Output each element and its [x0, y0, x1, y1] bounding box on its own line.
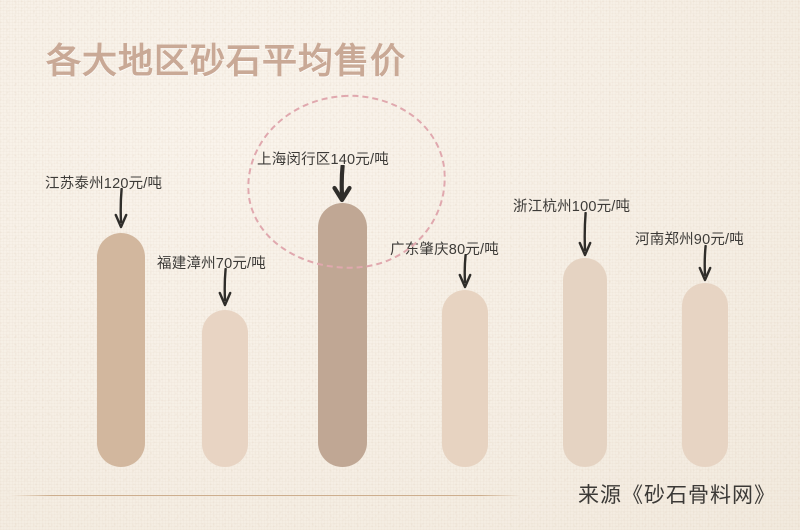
bar-5 [563, 258, 607, 467]
bar-label-5: 浙江杭州100元/吨 [513, 199, 631, 215]
down-arrow-icon-1 [109, 187, 133, 235]
bar-label-4: 广东肇庆80元/吨 [390, 242, 499, 258]
bar-label-2: 福建漳州70元/吨 [157, 256, 266, 272]
bar-6 [682, 283, 728, 467]
down-arrow-icon-3 [330, 163, 354, 208]
bar-4 [442, 290, 488, 467]
down-arrow-icon-4 [453, 253, 477, 295]
bar-label-1: 江苏泰州120元/吨 [45, 176, 163, 192]
down-arrow-icon-6 [693, 244, 717, 288]
bar-1 [97, 233, 145, 467]
source-credit: 来源《砂石骨料网》 [578, 484, 776, 507]
bar-label-6: 河南郑州90元/吨 [635, 232, 744, 248]
bar-3 [318, 203, 367, 467]
bar-label-3: 上海闵行区140元/吨 [257, 152, 389, 168]
down-arrow-icon-2 [213, 267, 237, 313]
footer-divider [10, 495, 522, 496]
down-arrow-icon-5 [573, 211, 597, 263]
bar-2 [202, 310, 248, 467]
page-title: 各大地区砂石平均售价 [46, 42, 407, 81]
